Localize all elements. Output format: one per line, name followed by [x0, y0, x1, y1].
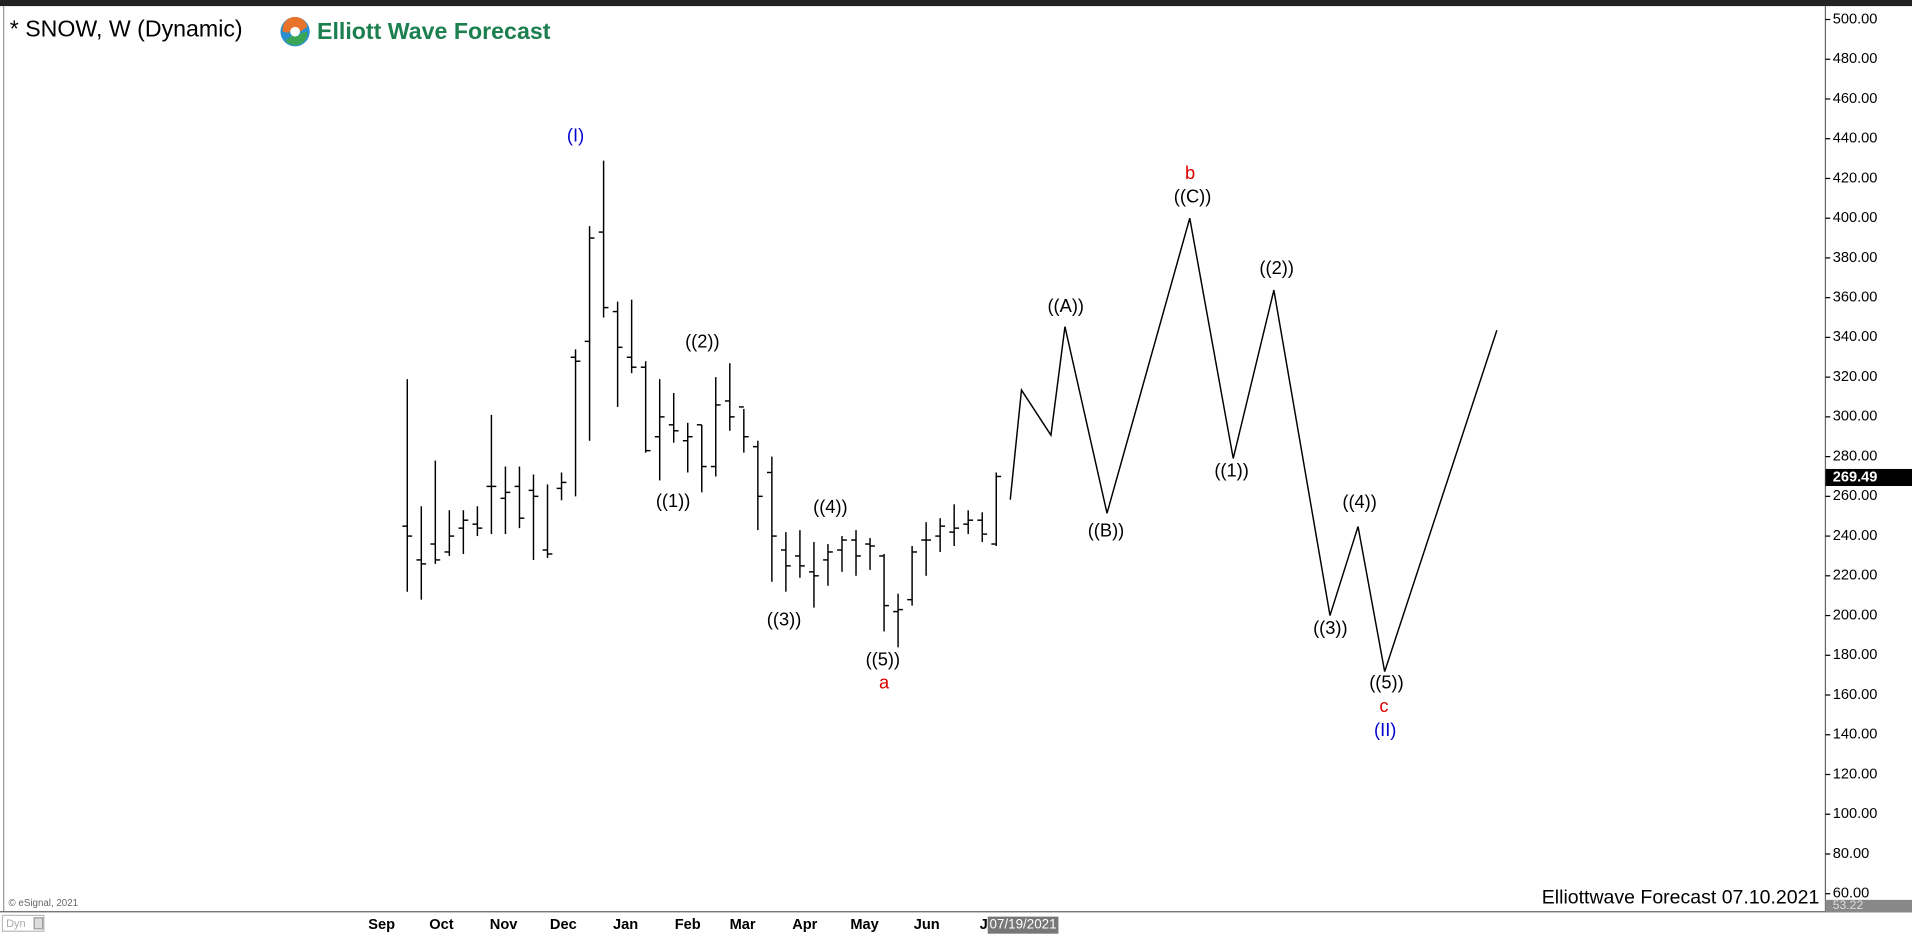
y-tick-label: 320.00 [1833, 369, 1878, 385]
x-tick-label: Oct [429, 917, 453, 933]
y-tick-label: 60.00 [1833, 886, 1870, 902]
y-tick-label: 500.00 [1833, 11, 1878, 27]
y-tick-label: 280.00 [1833, 448, 1878, 464]
x-tick-label: Jan [613, 917, 638, 933]
top-bar [0, 0, 1912, 7]
wave-label: ((3)) [1313, 617, 1348, 638]
wave-label: (I) [567, 124, 584, 145]
wave-label: ((3)) [767, 608, 802, 629]
wave-label: ((2)) [1259, 257, 1294, 278]
wave-label: ((4)) [813, 496, 848, 517]
x-tick-label: Apr [792, 917, 817, 933]
last-price-label: 269.49 [1833, 469, 1878, 485]
chart-title: * SNOW, W (Dynamic) [10, 16, 243, 42]
y-tick-label: 300.00 [1833, 409, 1878, 425]
wave-label: ((1)) [1214, 460, 1249, 481]
x-tick-label: May [850, 917, 879, 933]
x-tick-label: Jun [914, 917, 940, 933]
wave-label: ((B)) [1088, 519, 1125, 540]
last-price-box [1825, 468, 1912, 487]
x-tick-label: Feb [675, 917, 701, 933]
y-tick-label: 180.00 [1833, 647, 1878, 663]
y-tick-label: 360.00 [1833, 290, 1878, 306]
wave-label: c [1379, 695, 1388, 716]
y-tick-label: 140.00 [1833, 727, 1878, 743]
logo-text: Elliott Wave Forecast [317, 18, 551, 44]
y-tick-label: 400.00 [1833, 210, 1878, 226]
x-tick-label: Sep [368, 917, 395, 933]
copyright: © eSignal, 2021 [9, 898, 79, 909]
x-tick-label: Nov [490, 917, 518, 933]
wave-label: (II) [1374, 719, 1396, 740]
y-tick-label: 340.00 [1833, 329, 1878, 345]
y-tick-label: 260.00 [1833, 488, 1878, 504]
logo-swirl [285, 31, 308, 46]
y-tick-label: 460.00 [1833, 91, 1878, 107]
wave-label: ((C)) [1174, 185, 1212, 206]
x-tick-label: Mar [730, 917, 756, 933]
y-tick-label: 200.00 [1833, 607, 1878, 623]
wave-label: ((5)) [1369, 672, 1404, 693]
y-tick-label: 80.00 [1833, 846, 1870, 862]
y-tick-label: 220.00 [1833, 568, 1878, 584]
wave-label: a [879, 672, 890, 693]
wave-label: ((2)) [685, 330, 720, 351]
y-tick-label: 420.00 [1833, 170, 1878, 186]
cursor-date: 07/19/2021 [990, 917, 1057, 932]
wave-label: ((4)) [1342, 491, 1377, 512]
y-tick-label: 440.00 [1833, 131, 1878, 147]
y-tick-label: 480.00 [1833, 51, 1878, 67]
mode-button[interactable] [33, 917, 44, 930]
wave-label: ((A)) [1047, 295, 1084, 316]
wave-label: ((5)) [866, 648, 901, 669]
cursor-date-box [987, 916, 1059, 934]
y-tick-label: 120.00 [1833, 766, 1878, 782]
x-tick-label: Dec [550, 917, 577, 933]
logo [280, 16, 310, 47]
wave-projection [1009, 217, 1498, 672]
wave-label: b [1185, 162, 1195, 183]
y-tick-label: 380.00 [1833, 250, 1878, 266]
footer: Elliottwave Forecast 07.10.2021 [1542, 886, 1820, 908]
logo-center [290, 26, 300, 37]
y-tick-label: 240.00 [1833, 528, 1878, 544]
logo-swirl [282, 16, 308, 33]
y-tick-label: 100.00 [1833, 806, 1878, 822]
y-tick-label: 160.00 [1833, 687, 1878, 703]
low-marker-label: 53.22 [1833, 898, 1864, 912]
low-marker-box [1825, 899, 1912, 913]
mode-label: Dyn [6, 918, 26, 930]
wave-label: ((1)) [656, 490, 691, 511]
